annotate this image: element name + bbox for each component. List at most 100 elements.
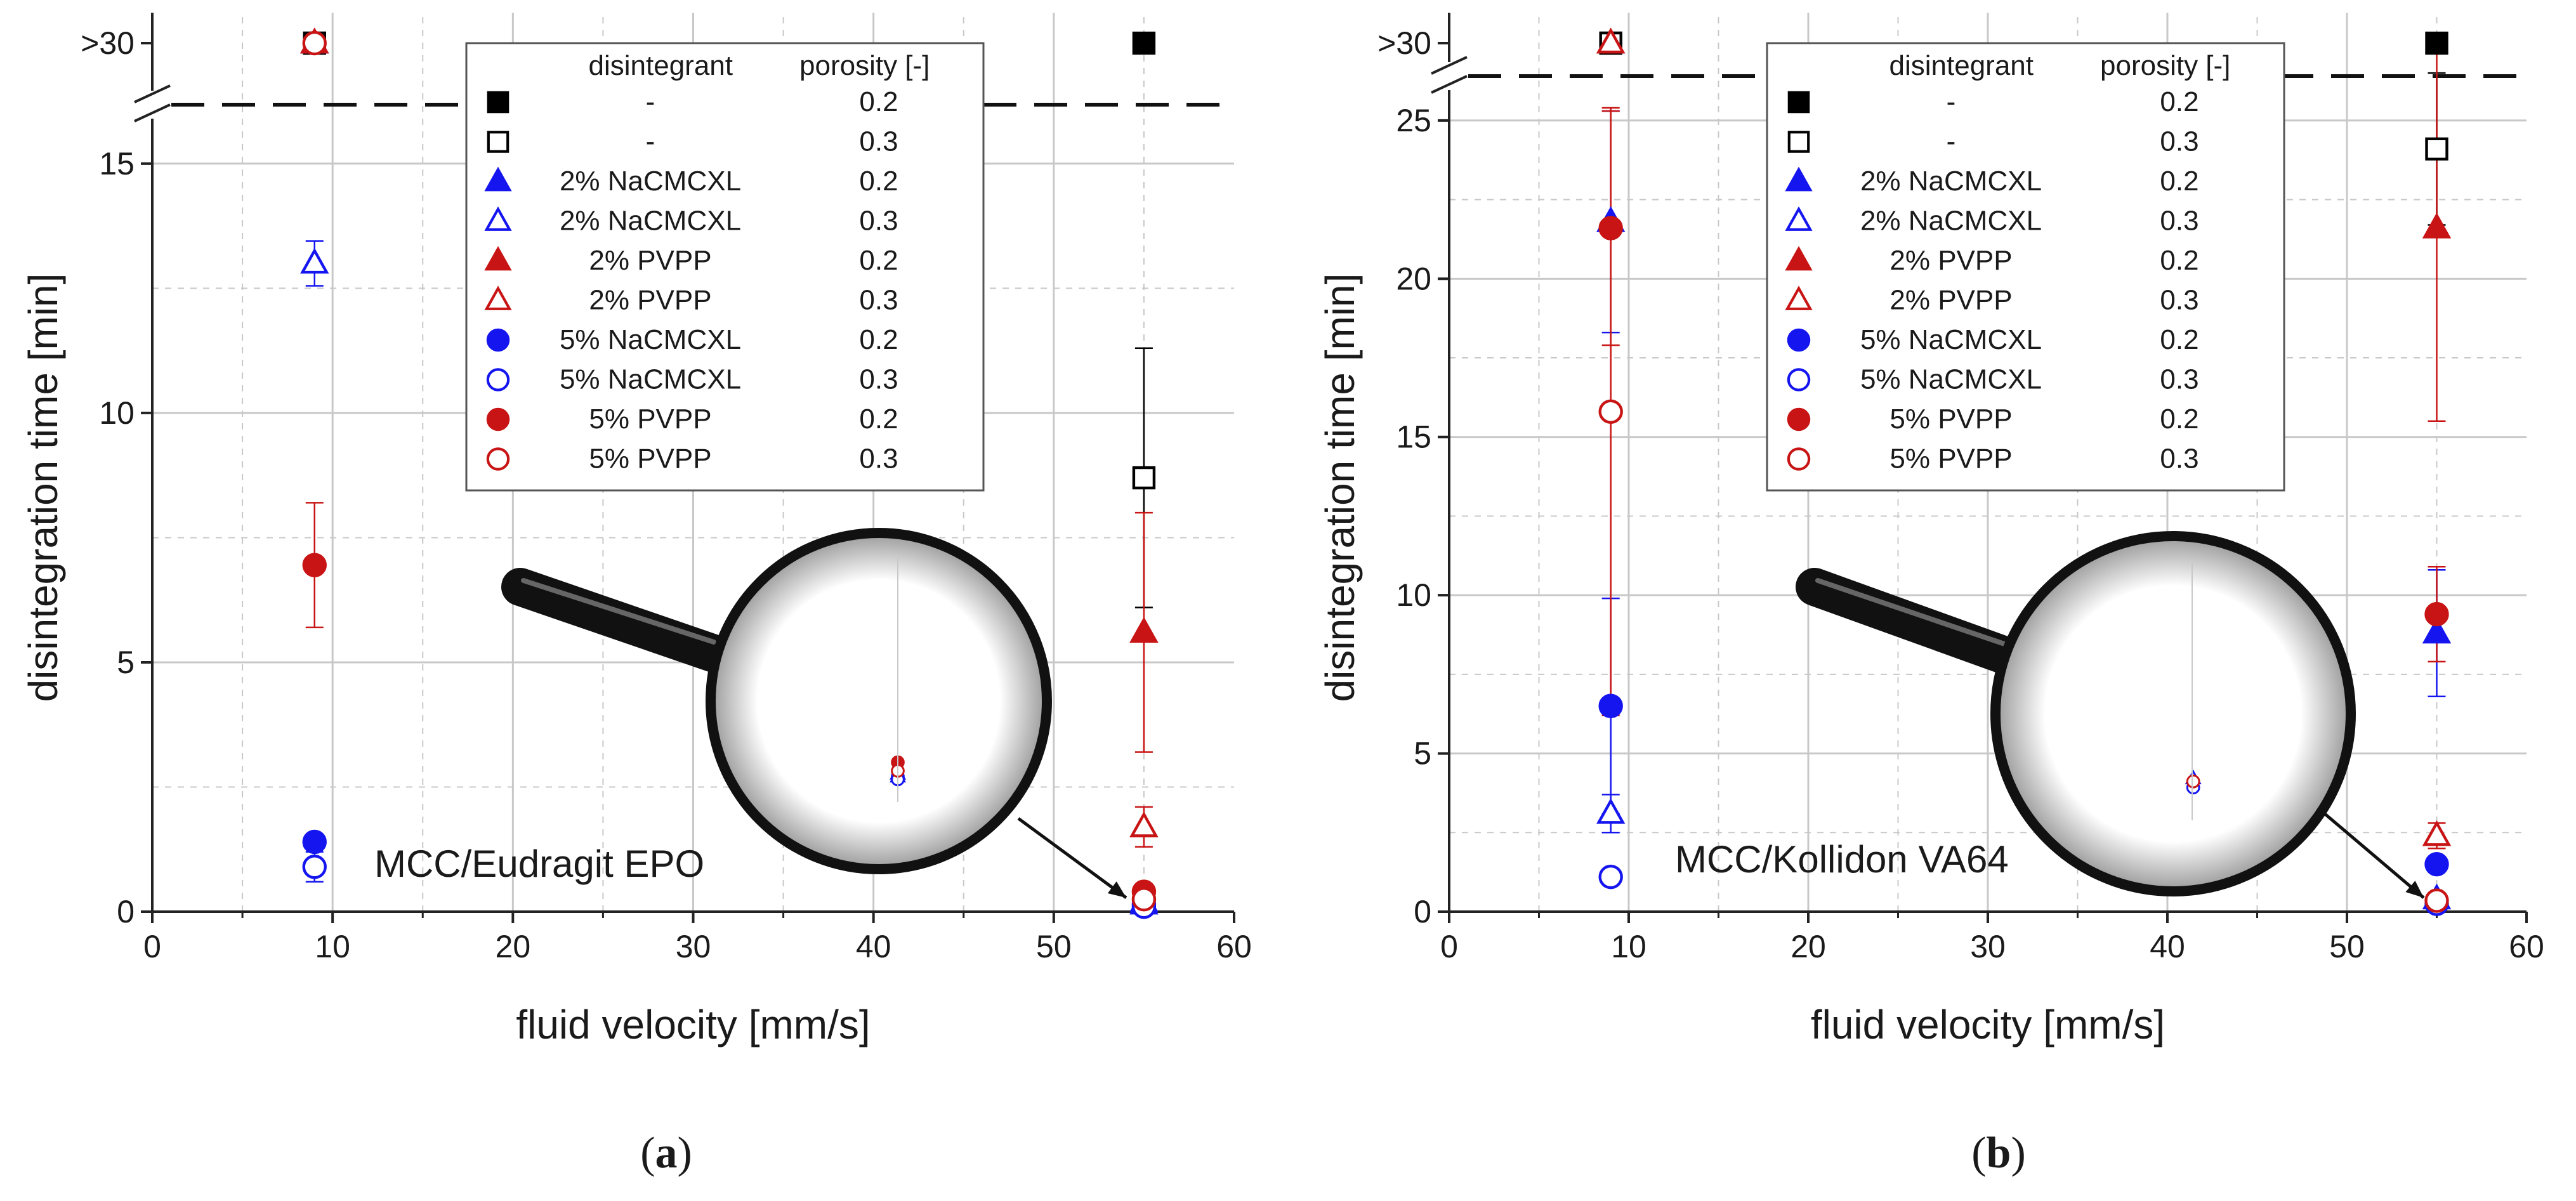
x-tick-label: 30 <box>676 929 711 964</box>
legend-item: - 0.2 <box>1787 86 2199 117</box>
legend-item-porosity: 0.2 <box>2160 324 2198 355</box>
magnifier-arrowhead <box>2405 881 2424 898</box>
legend-item: 5% NaCMCXL 0.3 <box>486 364 898 395</box>
panel-label: (b) <box>1971 1129 2026 1178</box>
legend-marker <box>1785 206 1813 231</box>
magnified-data-point <box>2186 774 2200 789</box>
x-tick-label: 0 <box>1440 929 1458 964</box>
panel-label-close-paren: ) <box>678 1129 692 1178</box>
data-point <box>2425 137 2448 161</box>
legend-item-porosity: 0.2 <box>859 324 898 355</box>
legend-item: - 0.2 <box>487 86 898 117</box>
data-point <box>1598 216 1623 240</box>
legend-marker <box>486 368 510 391</box>
legend-item-porosity: 0.3 <box>2160 285 2198 316</box>
legend-item-porosity: 0.3 <box>2160 206 2198 237</box>
magnifier-arrow <box>1017 817 1127 900</box>
legend-item: 2% PVPP 0.3 <box>484 285 898 316</box>
data-point <box>302 829 327 855</box>
legend-item-label: - <box>1947 126 1956 157</box>
legend-item-label: 5% PVPP <box>589 443 711 475</box>
axis-break-mark <box>134 84 171 103</box>
legend-item: 2% NaCMCXL 0.3 <box>1785 206 2199 237</box>
x-tick-label: 50 <box>1036 929 1072 964</box>
legend-item: 2% PVPP 0.3 <box>1785 285 2199 316</box>
legend-item: 5% PVPP 0.2 <box>486 404 898 435</box>
legend-item-label: 5% PVPP <box>1889 443 2012 475</box>
legend-item-label: 2% NaCMCXL <box>1860 166 2042 197</box>
legend-header-disintegrant: disintegrant <box>1889 50 2034 81</box>
legend-item-porosity: 0.3 <box>859 285 898 316</box>
legend: disintegrant porosity [-]- 0.2- 0.32% NaCMC… <box>465 42 985 492</box>
y-tick-label: 25 <box>1396 103 1431 138</box>
legend-item-porosity: 0.2 <box>859 404 898 435</box>
legend-item-porosity: 0.3 <box>859 206 898 237</box>
legend-item: 5% NaCMCXL 0.2 <box>486 324 898 355</box>
y-break-label: >30 <box>81 25 135 61</box>
axis-break-mark <box>1431 56 1468 75</box>
legend-item-porosity: 0.3 <box>2160 364 2198 395</box>
legend-item-label: - <box>646 86 655 117</box>
data-point <box>2422 820 2452 846</box>
data-point <box>1598 399 1623 424</box>
legend-marker <box>484 285 512 310</box>
legend-item: 2% NaCMCXL 0.2 <box>484 166 898 197</box>
legend-item-label: 5% PVPP <box>1889 404 2012 435</box>
data-point <box>1129 617 1159 643</box>
legend-item: 5% PVPP 0.3 <box>486 443 898 475</box>
legend-box <box>465 42 985 492</box>
data-point <box>1132 31 1156 55</box>
y-tick-label: 20 <box>1396 261 1431 296</box>
legend-item-porosity: 0.2 <box>2160 86 2198 117</box>
panel-label-letter: a <box>655 1129 678 1178</box>
x-tick-label: 60 <box>1216 929 1252 964</box>
magnifier-handle-shine <box>1815 578 2011 648</box>
legend-marker <box>1787 91 1810 114</box>
data-point <box>2422 617 2452 644</box>
x-tick-label: 0 <box>143 929 161 964</box>
panel-label: (a) <box>640 1129 692 1178</box>
magnifier-handle <box>1796 568 2027 676</box>
data-point <box>1598 864 1623 889</box>
legend-item-label: 2% NaCMCXL <box>560 166 741 197</box>
legend-item-porosity: 0.3 <box>859 443 898 475</box>
legend-item-label: 2% PVPP <box>589 245 711 276</box>
legend-item-label: 2% NaCMCXL <box>560 206 741 237</box>
x-tick-label: 40 <box>856 929 891 964</box>
y-break-label: >30 <box>1377 25 1431 61</box>
axis-break-mark <box>134 103 171 122</box>
legend-header-porosity: porosity [-] <box>799 50 930 81</box>
legend-item-label: - <box>646 126 655 157</box>
legend-item-label: 2% NaCMCXL <box>1860 206 2042 237</box>
panel-label-open-paren: ( <box>1971 1129 1986 1178</box>
magnifier-handle-shine <box>521 578 716 645</box>
legend-item-porosity: 0.3 <box>859 364 898 395</box>
legend-item: - 0.3 <box>1787 126 2199 157</box>
data-point <box>300 247 329 274</box>
legend-marker <box>1787 368 1811 391</box>
panel-label-open-paren: ( <box>640 1129 655 1178</box>
legend-item-porosity: 0.2 <box>859 245 898 276</box>
legend-marker <box>1785 246 1813 271</box>
data-point <box>1596 797 1626 824</box>
legend-item-porosity: 0.2 <box>2160 404 2198 435</box>
data-point <box>2424 601 2449 627</box>
legend-marker <box>484 166 512 192</box>
legend-item-porosity: 0.3 <box>2160 443 2198 475</box>
legend-item: 2% NaCMCXL 0.2 <box>1785 166 2199 197</box>
legend-item-label: 5% NaCMCXL <box>560 324 741 355</box>
x-tick-label: 40 <box>2150 929 2185 964</box>
x-tick-label: 20 <box>496 929 531 964</box>
magnifier-arrow <box>2318 808 2425 899</box>
panel-label-letter: b <box>1987 1129 2011 1178</box>
x-axis-label: fluid velocity [mm/s] <box>1811 1002 2165 1047</box>
data-point <box>302 855 327 879</box>
legend-item: 5% NaCMCXL 0.2 <box>1787 324 2199 355</box>
legend-item-porosity: 0.2 <box>2160 166 2198 197</box>
legend-marker <box>486 328 510 352</box>
legend-item: 5% PVPP 0.3 <box>1787 443 2199 475</box>
data-point <box>1596 27 1626 54</box>
y-tick-label: 10 <box>1396 577 1431 613</box>
